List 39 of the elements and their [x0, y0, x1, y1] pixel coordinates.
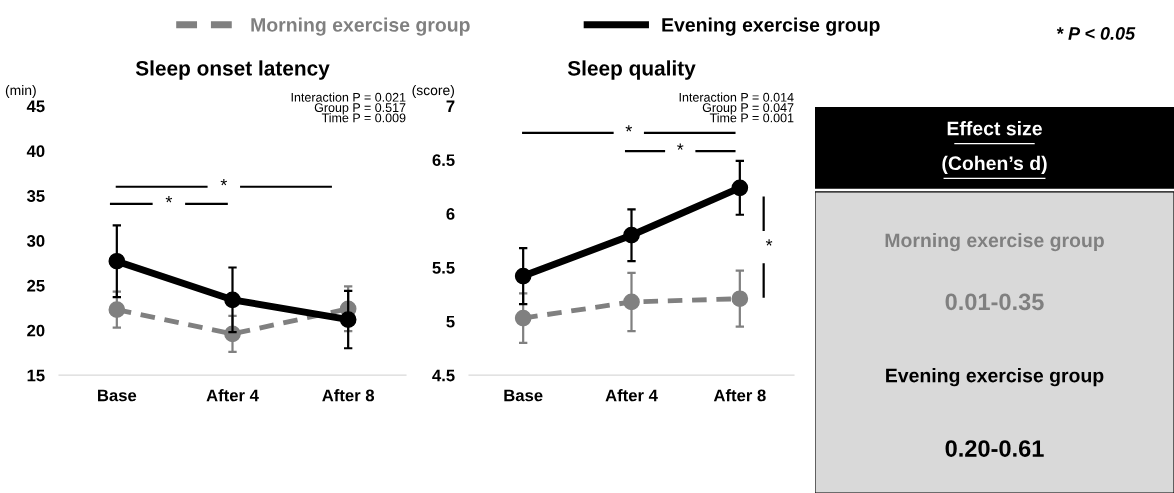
y-tick-label: 5.5 — [432, 262, 455, 274]
text: (Cohen’s d) — [942, 155, 1047, 174]
x-tick-label: After 4 — [605, 389, 658, 402]
y-tick-label: 6.5 — [432, 154, 455, 167]
legend-label: Morning exercise group — [251, 17, 470, 36]
annotation: Interaction P = 0.014 Group P = 0.047 Time P = 0.001 — [679, 92, 794, 123]
text: Evening exercise group — [886, 368, 1104, 387]
text: 0.20-0.61 — [945, 440, 1044, 457]
chart-title: Sleep onset latency — [135, 60, 330, 80]
text: Morning exercise group — [885, 232, 1104, 252]
x-tick-label: Base — [504, 389, 543, 402]
x-tick-label: Base — [98, 389, 137, 402]
annotation: * — [677, 143, 684, 150]
chart-title: Sleep quality — [567, 60, 696, 80]
y-tick-label: 25 — [27, 279, 45, 292]
y-tick-label: 40 — [26, 145, 45, 158]
y-tick-label: 4.5 — [432, 369, 455, 382]
x-tick-label: After 4 — [206, 389, 259, 402]
y-tick-label: 35 — [26, 190, 45, 202]
x-tick-label: After 8 — [713, 389, 766, 402]
y-axis-title: (score) — [412, 84, 454, 98]
y-tick-label: 7 — [446, 100, 455, 113]
y-tick-label: 45 — [26, 100, 45, 113]
y-tick-label: 6 — [446, 208, 455, 220]
y-tick-label: 20 — [27, 324, 45, 337]
text: * P < 0.05 — [1056, 27, 1136, 40]
text: Effect size — [947, 121, 1042, 136]
y-tick-label: 5 — [446, 315, 455, 328]
x-tick-label: After 8 — [322, 389, 375, 402]
annotation: * — [765, 239, 773, 246]
text: 0.01-0.35 — [945, 293, 1044, 311]
legend-label: Evening exercise group — [662, 17, 880, 36]
y-tick-label: 30 — [26, 234, 45, 247]
y-axis-title: (min) — [5, 84, 36, 98]
annotation: Interaction P = 0.021 Group P = 0.517 Time P = 0.009 — [291, 92, 406, 123]
annotation: * — [220, 179, 228, 186]
y-tick-label: 15 — [27, 369, 45, 382]
annotation: * — [165, 196, 173, 203]
annotation: * — [625, 125, 633, 132]
